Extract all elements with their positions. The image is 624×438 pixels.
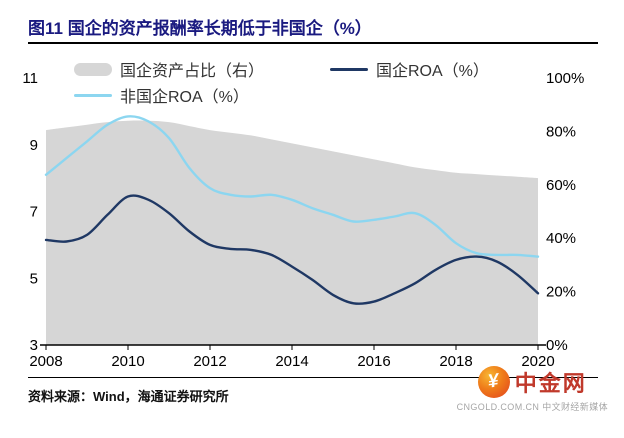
y-axis-label-right: 0%	[546, 337, 568, 354]
chart-title: 图11 国企的资产报酬率长期低于非国企（%）	[28, 19, 372, 38]
legend-label: 非国企ROA（%）	[120, 89, 249, 106]
y-axis-label-left: 5	[30, 270, 38, 287]
x-axis-label: 2010	[111, 353, 144, 370]
brand-row: ¥ 中金网	[457, 366, 608, 398]
y-axis-label-right: 60%	[546, 177, 576, 194]
series-area-soe-asset-share	[46, 120, 538, 345]
y-axis-label-right: 20%	[546, 284, 576, 301]
x-axis-label: 2008	[29, 353, 62, 370]
brand-name: 中金网	[514, 371, 587, 396]
legend-label: 国企ROA（%）	[376, 63, 489, 80]
y-axis-label-left: 3	[30, 337, 38, 354]
legend-item-soe-roa: 国企ROA（%）	[330, 58, 489, 80]
title-divider	[28, 42, 598, 44]
cngold-watermark: ¥ 中金网 CNGOLD.COM.CN 中文财经新媒体	[457, 366, 608, 413]
y-axis-label-left: 11	[22, 70, 38, 87]
legend-label: 国企资产占比（右）	[120, 63, 265, 80]
y-axis-label-right: 40%	[546, 230, 576, 247]
y-axis-label-right: 100%	[546, 70, 584, 87]
x-axis-label: 2014	[275, 353, 308, 370]
brand-subtitle: CNGOLD.COM.CN 中文财经新媒体	[456, 402, 608, 412]
legend-item-non-soe-roa: 非国企ROA（%）	[74, 84, 330, 106]
cngold-logo-icon: ¥	[477, 366, 510, 398]
legend-item-soe-asset-share: 国企资产占比（右）	[74, 58, 330, 80]
series-line-non-soe-roa	[44, 115, 540, 258]
series-line-soe-roa	[44, 194, 540, 305]
x-axis-label: 2016	[357, 353, 390, 370]
x-axis-label: 2012	[193, 353, 226, 370]
y-axis-label-right: 80%	[546, 123, 576, 140]
source-divider	[28, 377, 598, 378]
yuan-glyph-icon: ¥	[487, 370, 501, 393]
y-axis-label-left: 7	[30, 204, 38, 221]
source-note: 资料来源：Wind，海通证券研究所	[28, 389, 229, 404]
chart-legend: 国企资产占比（右） 国企ROA（%） 非国企ROA（%）	[74, 58, 489, 106]
area-swatch-icon	[74, 62, 112, 76]
line-swatch-icon	[330, 67, 368, 71]
y-axis-label-left: 9	[30, 137, 38, 154]
line-swatch-icon	[74, 93, 112, 97]
